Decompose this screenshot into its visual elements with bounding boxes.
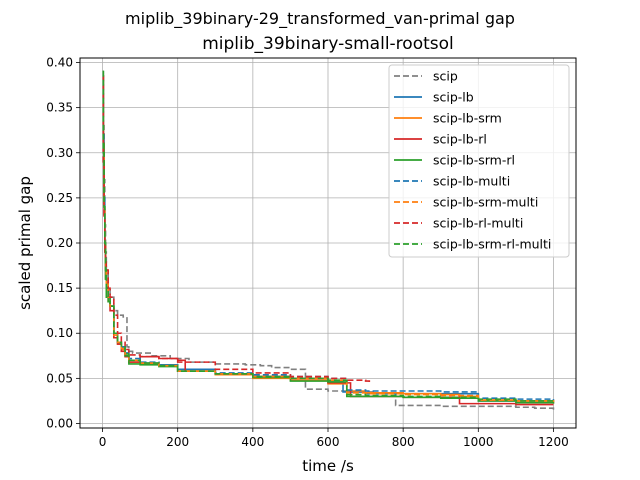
x-tick-label: 200 — [166, 435, 189, 449]
y-axis-label: scaled primal gap — [16, 176, 34, 310]
y-tick-label: 0.15 — [46, 281, 73, 295]
legend-label: scip-lb-srm-rl — [433, 153, 515, 168]
x-tick-label: 800 — [392, 435, 415, 449]
chart-title: miplib_39binary-29_transformed_van-prima… — [125, 9, 515, 29]
x-tick-label: 1200 — [538, 435, 569, 449]
legend: scip scip-lb scip-lb-srm scip-lb-rl scip-lb-… — [388, 64, 570, 258]
y-tick-label: 0.20 — [46, 236, 73, 250]
legend-label: scip-lb-rl — [433, 132, 487, 147]
legend-items: scip scip-lb scip-lb-srm scip-lb-rl scip-lb-… — [394, 69, 551, 252]
y-tick-label: 0.30 — [46, 146, 73, 160]
legend-frame — [388, 64, 570, 258]
chart-subtitle: miplib_39binary-small-rootsol — [202, 34, 454, 54]
series-line-scip-lb-srm-rl-multi — [102, 70, 555, 403]
legend-label: scip-lb-srm-rl-multi — [433, 237, 551, 252]
legend-label: scip-lb-rl-multi — [433, 216, 523, 231]
x-tick-label: 400 — [241, 435, 264, 449]
series-group — [102, 70, 555, 410]
y-tick-label: 0.10 — [46, 326, 73, 340]
legend-label: scip-lb — [433, 90, 474, 105]
y-tick-label: 0.05 — [46, 371, 73, 385]
x-tick-label: 0 — [99, 435, 107, 449]
legend-label: scip-lb-srm-multi — [433, 195, 538, 210]
x-tick-label: 1000 — [463, 435, 494, 449]
legend-label: scip — [433, 69, 458, 84]
x-tick-label: 600 — [317, 435, 340, 449]
x-axis-label: time /s — [302, 457, 354, 475]
y-tick-label: 0.40 — [46, 56, 73, 70]
y-tick-label: 0.35 — [46, 101, 73, 115]
legend-label: scip-lb-multi — [433, 174, 510, 189]
series-line-scip-lb-multi — [102, 75, 555, 401]
ticks: 0 200 400 600 800 1000 1200 0.00 0.05 0.10 0.15 0.2… — [46, 56, 568, 449]
y-tick-label: 0.00 — [46, 416, 73, 430]
y-tick-label: 0.25 — [46, 191, 73, 205]
legend-label: scip-lb-srm — [433, 111, 502, 126]
